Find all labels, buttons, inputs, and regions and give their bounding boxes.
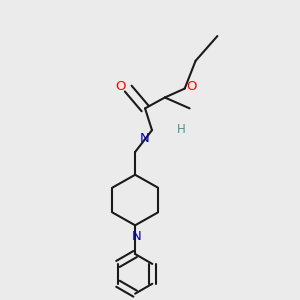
Text: H: H	[177, 123, 185, 136]
Text: O: O	[116, 80, 126, 93]
Text: N: N	[132, 230, 142, 243]
Text: O: O	[187, 80, 197, 93]
Text: N: N	[140, 132, 150, 145]
